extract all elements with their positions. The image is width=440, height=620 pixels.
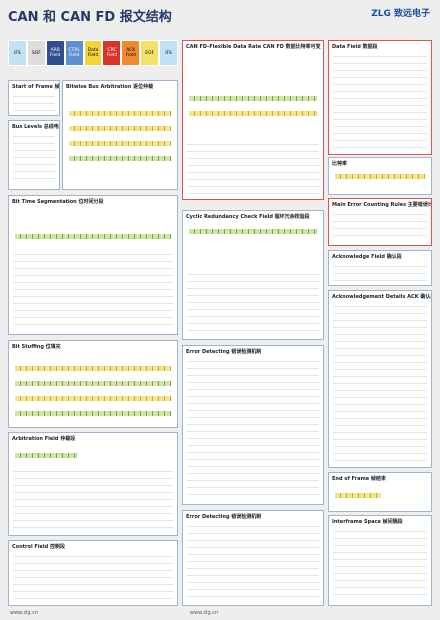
section-title: Arbitration Field 仲裁段	[12, 436, 76, 442]
field: Data Field	[83, 40, 103, 66]
field: CTRL Field	[64, 40, 84, 66]
section-title: Bitwise Bus Arbitration 逐位仲裁	[66, 84, 154, 90]
panel: Bit Time Segmentation 位时间分段	[8, 195, 178, 335]
footer-url: www.zlg.cn	[190, 610, 219, 616]
panel: Error Detecting 错误检测机制	[182, 345, 324, 505]
section-title: Start of Frame 帧起始	[12, 84, 60, 90]
logo-mark: ZLG	[371, 9, 391, 19]
panel: Error Detecting 错误检测机制	[182, 510, 324, 606]
section-title: Error Detecting 错误检测机制	[186, 514, 262, 520]
section-title: Bit Time Segmentation 位时间分段	[12, 199, 104, 205]
panel: Interframe Space 帧间隔段	[328, 515, 432, 606]
panel: Acknowledge Field 确认段	[328, 250, 432, 286]
panel: Bus Levels 总线电平	[8, 120, 60, 190]
section-title: Control Field 控制段	[12, 544, 65, 550]
panel: Main Error Counting Rules 主要错误计数规则	[328, 198, 432, 246]
section-title: Acknowledgement Details ACK 确认段详情	[332, 294, 431, 300]
section-title: Bus Levels 总线电平	[12, 124, 60, 130]
section-title: Error Detecting 错误检测机制	[186, 349, 262, 355]
section-title: Acknowledge Field 确认段	[332, 254, 402, 260]
panel: Acknowledgement Details ACK 确认段详情	[328, 290, 432, 468]
panel: Cyclic Redundancy Check Field 循环冗余校验段	[182, 210, 324, 340]
panel: 比特率	[328, 157, 432, 195]
page-title: CAN 和 CAN FD 报文结构	[8, 10, 172, 25]
section-title: End of Frame 帧结束	[332, 476, 386, 482]
field: ARB Field	[45, 40, 65, 66]
section-title: CAN FD-Flexible Data Rate CAN FD 数据比特率可变	[186, 44, 321, 50]
field: CRC Field	[102, 40, 122, 66]
section-title: Interframe Space 帧间隔段	[332, 519, 403, 525]
panel: Bit Stuffing 位填充	[8, 340, 178, 428]
panel: Bitwise Bus Arbitration 逐位仲裁	[62, 80, 178, 190]
panel: Start of Frame 帧起始	[8, 80, 60, 116]
section-title: Bit Stuffing 位填充	[12, 344, 61, 350]
footer-url: www.zlg.cn	[10, 610, 39, 616]
panel: Control Field 控制段	[8, 540, 178, 606]
field: IFS	[159, 40, 179, 66]
brand: 致远电子	[393, 9, 430, 19]
section-title: 比特率	[332, 161, 348, 167]
field: EOF	[140, 40, 160, 66]
panel: Arbitration Field 仲裁段	[8, 432, 178, 536]
panel: End of Frame 帧结束	[328, 472, 432, 512]
logo: ZLG 致远电子	[371, 6, 430, 19]
section-title: Main Error Counting Rules 主要错误计数规则	[332, 202, 431, 208]
section-title: Cyclic Redundancy Check Field 循环冗余校验段	[186, 214, 310, 220]
field: IFS	[8, 40, 27, 66]
field-bar: IFS SOF ARB Field CTRL Field Data Field …	[8, 40, 179, 66]
section-title: Data Field 数据段	[332, 44, 378, 50]
field: ACK Field	[121, 40, 141, 66]
panel: Data Field 数据段	[328, 40, 432, 155]
field: SOF	[26, 40, 46, 66]
panel: CAN FD-Flexible Data Rate CAN FD 数据比特率可变	[182, 40, 324, 200]
